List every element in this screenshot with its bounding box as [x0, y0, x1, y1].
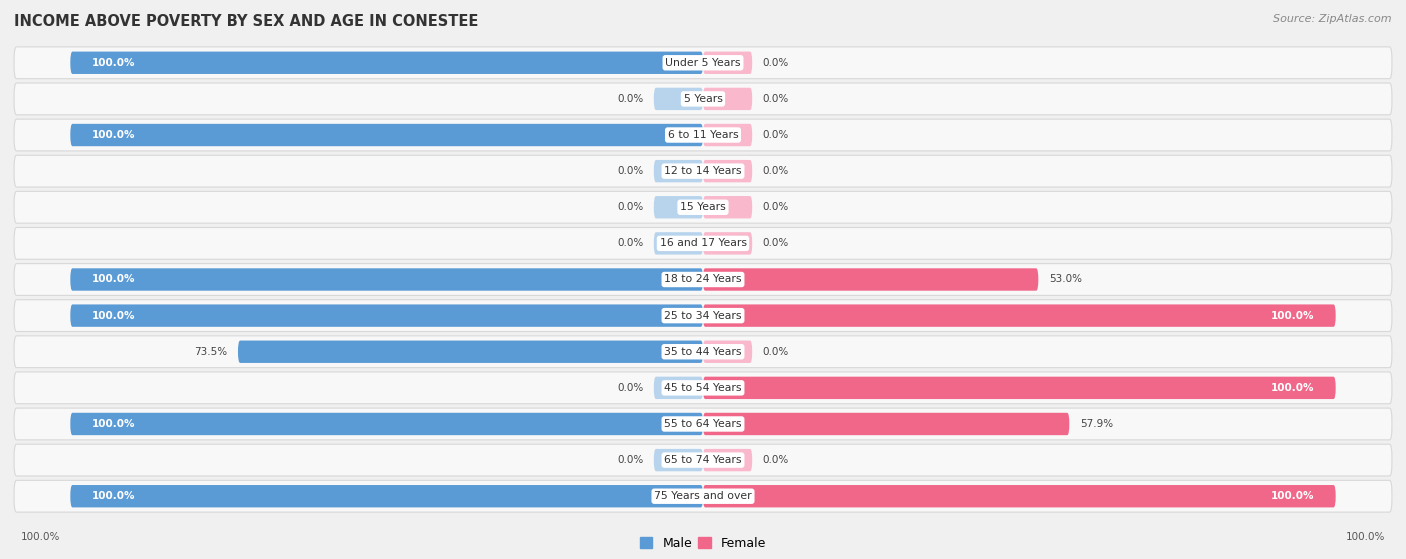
Text: 0.0%: 0.0% [617, 202, 644, 212]
Text: 100.0%: 100.0% [91, 130, 135, 140]
FancyBboxPatch shape [14, 47, 1392, 79]
FancyBboxPatch shape [70, 485, 703, 508]
Text: Under 5 Years: Under 5 Years [665, 58, 741, 68]
FancyBboxPatch shape [654, 196, 703, 219]
Text: 100.0%: 100.0% [91, 311, 135, 321]
FancyBboxPatch shape [654, 232, 703, 254]
Text: 0.0%: 0.0% [762, 202, 789, 212]
FancyBboxPatch shape [14, 480, 1392, 512]
FancyBboxPatch shape [654, 449, 703, 471]
FancyBboxPatch shape [70, 305, 703, 327]
Text: 0.0%: 0.0% [762, 130, 789, 140]
Legend: Male, Female: Male, Female [636, 532, 770, 555]
Text: 0.0%: 0.0% [762, 166, 789, 176]
Text: 100.0%: 100.0% [1271, 311, 1315, 321]
FancyBboxPatch shape [703, 124, 752, 146]
Text: 0.0%: 0.0% [617, 94, 644, 104]
Text: 57.9%: 57.9% [1080, 419, 1114, 429]
FancyBboxPatch shape [703, 485, 1336, 508]
FancyBboxPatch shape [238, 340, 703, 363]
FancyBboxPatch shape [703, 232, 752, 254]
Text: 0.0%: 0.0% [762, 58, 789, 68]
FancyBboxPatch shape [703, 88, 752, 110]
Text: 25 to 34 Years: 25 to 34 Years [664, 311, 742, 321]
Text: 18 to 24 Years: 18 to 24 Years [664, 274, 742, 285]
FancyBboxPatch shape [14, 191, 1392, 223]
FancyBboxPatch shape [14, 155, 1392, 187]
FancyBboxPatch shape [70, 413, 703, 435]
FancyBboxPatch shape [703, 340, 752, 363]
Text: 75 Years and over: 75 Years and over [654, 491, 752, 501]
FancyBboxPatch shape [14, 372, 1392, 404]
FancyBboxPatch shape [14, 444, 1392, 476]
FancyBboxPatch shape [14, 119, 1392, 151]
Text: 5 Years: 5 Years [683, 94, 723, 104]
Text: 100.0%: 100.0% [21, 532, 60, 542]
Text: 73.5%: 73.5% [194, 347, 228, 357]
Text: 100.0%: 100.0% [91, 491, 135, 501]
Text: 0.0%: 0.0% [762, 347, 789, 357]
FancyBboxPatch shape [14, 408, 1392, 440]
FancyBboxPatch shape [703, 377, 1336, 399]
Text: 100.0%: 100.0% [1271, 491, 1315, 501]
FancyBboxPatch shape [14, 300, 1392, 331]
Text: 35 to 44 Years: 35 to 44 Years [664, 347, 742, 357]
FancyBboxPatch shape [703, 160, 752, 182]
Text: 6 to 11 Years: 6 to 11 Years [668, 130, 738, 140]
Text: 0.0%: 0.0% [617, 166, 644, 176]
Text: 0.0%: 0.0% [762, 94, 789, 104]
FancyBboxPatch shape [703, 196, 752, 219]
Text: 0.0%: 0.0% [617, 238, 644, 248]
Text: 100.0%: 100.0% [1271, 383, 1315, 393]
FancyBboxPatch shape [14, 264, 1392, 295]
FancyBboxPatch shape [654, 377, 703, 399]
FancyBboxPatch shape [703, 413, 1070, 435]
Text: 0.0%: 0.0% [617, 455, 644, 465]
FancyBboxPatch shape [14, 336, 1392, 368]
FancyBboxPatch shape [14, 228, 1392, 259]
FancyBboxPatch shape [14, 83, 1392, 115]
FancyBboxPatch shape [703, 51, 752, 74]
FancyBboxPatch shape [70, 51, 703, 74]
Text: 0.0%: 0.0% [762, 455, 789, 465]
Text: INCOME ABOVE POVERTY BY SEX AND AGE IN CONESTEE: INCOME ABOVE POVERTY BY SEX AND AGE IN C… [14, 14, 478, 29]
FancyBboxPatch shape [703, 305, 1336, 327]
Text: 100.0%: 100.0% [91, 58, 135, 68]
Text: 12 to 14 Years: 12 to 14 Years [664, 166, 742, 176]
Text: 100.0%: 100.0% [91, 274, 135, 285]
Text: 15 Years: 15 Years [681, 202, 725, 212]
Text: 0.0%: 0.0% [617, 383, 644, 393]
FancyBboxPatch shape [654, 160, 703, 182]
FancyBboxPatch shape [703, 268, 1039, 291]
Text: 55 to 64 Years: 55 to 64 Years [664, 419, 742, 429]
FancyBboxPatch shape [70, 124, 703, 146]
Text: 45 to 54 Years: 45 to 54 Years [664, 383, 742, 393]
FancyBboxPatch shape [703, 449, 752, 471]
Text: 100.0%: 100.0% [91, 419, 135, 429]
Text: 53.0%: 53.0% [1049, 274, 1081, 285]
Text: 16 and 17 Years: 16 and 17 Years [659, 238, 747, 248]
Text: 65 to 74 Years: 65 to 74 Years [664, 455, 742, 465]
FancyBboxPatch shape [654, 88, 703, 110]
Text: 0.0%: 0.0% [762, 238, 789, 248]
Text: 100.0%: 100.0% [1346, 532, 1385, 542]
FancyBboxPatch shape [70, 268, 703, 291]
Text: Source: ZipAtlas.com: Source: ZipAtlas.com [1274, 14, 1392, 24]
